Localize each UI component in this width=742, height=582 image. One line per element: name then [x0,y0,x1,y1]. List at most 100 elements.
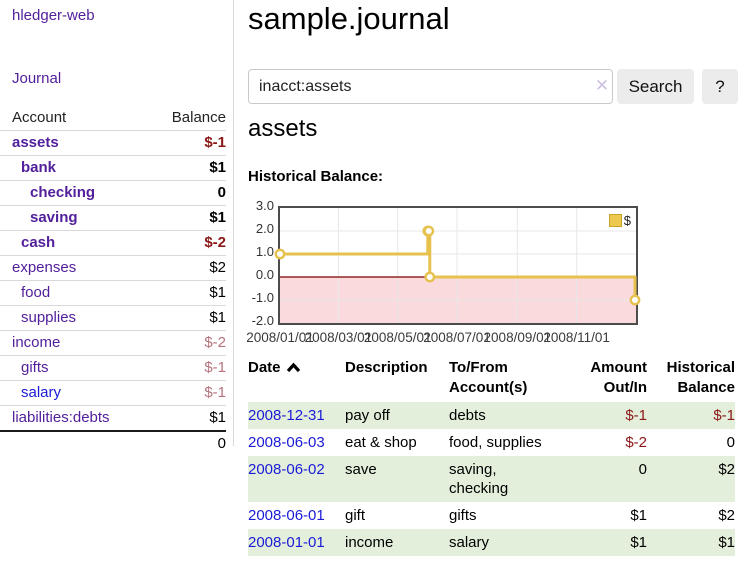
account-balance: $-1 [151,130,226,156]
transaction-date-link[interactable]: 2008-06-02 [248,461,325,478]
transaction-balance: $-1 [713,407,735,424]
main-content: sample.journal ✕ Search ? assets Histori… [246,0,738,582]
account-balance: $-1 [151,380,226,406]
transaction-balance: $1 [718,534,735,551]
account-row: income $-2 [0,330,226,356]
transaction-row: 2008-01-01 income salary $1 $1 [248,529,735,556]
account-link[interactable]: checking [30,184,96,201]
account-row: liabilities:debts $1 [0,405,226,432]
account-link[interactable]: gifts [21,359,49,376]
transaction-date-link[interactable]: 2008-12-31 [248,407,325,424]
account-link[interactable]: supplies [21,309,77,326]
accounts-table: Account Balance assets $-1 bank $1 checking 0… [0,105,226,456]
chart-heading: Historical Balance: [248,168,384,185]
transaction-amount: $-1 [625,407,647,424]
account-row: supplies $1 [0,305,226,331]
account-row: cash $-2 [0,230,226,256]
brand-link[interactable]: hledger-web [12,7,95,24]
transaction-date-link[interactable]: 2008-01-01 [248,534,325,551]
transaction-row: 2008-12-31 pay off debts $-1 $-1 [248,402,735,429]
x-axis-tick-label: 2008/07/01 [423,330,491,345]
transaction-row: 2008-06-03 eat & shop food, supplies $-2 0 [248,429,735,456]
register-header-row: Date Description To/From Account(s) Amou… [248,356,735,402]
clear-search-icon[interactable]: ✕ [594,76,610,95]
account-link[interactable]: bank [21,159,57,176]
transaction-amount: 0 [638,461,647,478]
accounts-header-account: Account [0,105,152,131]
register-header-balance: Historical Balance [666,359,735,396]
transaction-description: pay off [345,407,390,424]
register-header-date[interactable]: Date [248,356,345,402]
transaction-balance: 0 [726,434,735,451]
register-header-accounts: To/From Account(s) [449,359,528,396]
account-balance: 0 [151,180,226,206]
sort-ascending-icon [286,362,300,373]
x-axis-tick-label: 2008/11/01 [543,330,610,345]
account-balance: $-2 [151,330,226,356]
account-link[interactable]: income [12,334,61,351]
account-link[interactable]: expenses [12,259,77,276]
account-balance: $1 [151,405,226,432]
account-link[interactable]: cash [21,234,56,251]
transaction-amount: $1 [630,507,647,524]
chart-canvas [274,208,641,323]
y-axis-tick-label: 0.0 [255,267,274,282]
search-button[interactable]: Search [617,69,694,104]
sidebar: hledger-web Journal Account Balance asse… [0,0,234,456]
legend-swatch-icon [608,214,622,227]
transaction-description: eat & shop [345,434,417,451]
account-balance: $-2 [151,230,226,256]
account-heading: assets [248,115,318,142]
account-link[interactable]: saving [30,209,78,226]
account-balance: $2 [151,255,226,281]
account-link[interactable]: liabilities:debts [12,409,110,426]
chart-legend: $ [608,213,631,228]
transaction-balance: $2 [718,461,735,478]
transaction-balance: $2 [718,507,735,524]
transaction-row: 2008-06-02 save saving, checking 0 $2 [248,456,735,502]
accounts-total-row: 0 [0,430,226,456]
x-axis-tick-label: 2008/03/01 [304,330,373,345]
transaction-row: 2008-06-01 gift gifts $1 $2 [248,502,735,529]
transaction-accounts: salary [449,534,490,551]
transaction-accounts: gifts [449,507,477,524]
y-axis-tick-label: -2.0 [251,313,274,328]
account-row: salary $-1 [0,380,226,406]
accounts-total-balance: 0 [151,430,226,456]
account-balance: $-1 [151,355,226,381]
register-table: Date Description To/From Account(s) Amou… [248,356,735,556]
account-balance: $1 [151,155,226,181]
account-link[interactable]: food [21,284,51,301]
y-axis-tick-label: -1.0 [251,290,274,305]
chart-plot-area: $ [274,206,641,325]
transaction-description: income [345,534,394,551]
account-row: bank $1 [0,155,226,181]
accounts-header-balance: Balance [151,105,226,131]
accounts-table-header-row: Account Balance [0,105,226,131]
help-button[interactable]: ? [702,69,738,104]
y-axis-tick-label: 2.0 [255,221,274,236]
account-row: food $1 [0,280,226,306]
transaction-accounts: debts [449,407,486,424]
transaction-amount: $1 [630,534,647,551]
account-link[interactable]: salary [21,384,62,401]
transaction-date-link[interactable]: 2008-06-03 [248,434,325,451]
y-axis-tick-label: 3.0 [255,198,274,213]
transaction-accounts: food, supplies [449,434,542,451]
legend-label: $ [623,213,631,228]
search-form: ✕ Search ? [248,69,738,104]
x-axis-tick-label: 2008/01/01 [246,330,314,345]
transaction-date-link[interactable]: 2008-06-01 [248,507,325,524]
x-axis-tick-label: 2008/09/01 [483,330,552,345]
account-link[interactable]: assets [12,134,59,151]
page-title: sample.journal [248,1,450,36]
sidebar-item-journal[interactable]: Journal [12,70,62,87]
register-header-description: Description [345,359,428,376]
account-row: expenses $2 [0,255,226,281]
register-header-amount: Amount Out/In [590,359,647,396]
account-balance: $1 [151,205,226,231]
account-row: saving $1 [0,205,226,231]
search-input[interactable] [248,69,613,104]
transaction-description: gift [345,507,366,524]
